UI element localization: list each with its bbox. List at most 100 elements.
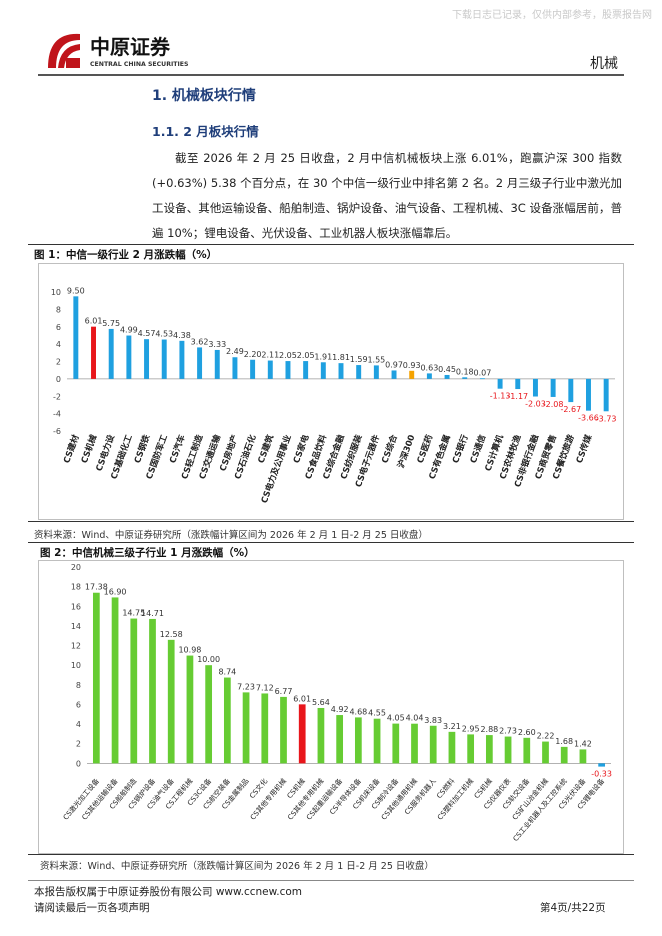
data-label: 1.59 xyxy=(350,355,368,364)
category-label: CS机械 xyxy=(79,433,100,465)
data-label: 3.83 xyxy=(424,716,442,725)
logo-mark-icon: 中原证券 CENTRAL CHINA SECURITIES xyxy=(48,33,188,68)
data-label: 4.53 xyxy=(155,330,173,339)
bar xyxy=(479,378,485,380)
bar xyxy=(373,365,379,379)
category-label: CS综合 xyxy=(379,433,400,465)
data-label: -2.03 xyxy=(525,400,546,409)
bar xyxy=(149,618,156,764)
data-label: 6.01 xyxy=(293,694,311,703)
bar xyxy=(338,363,344,379)
bar xyxy=(485,735,493,764)
bar xyxy=(586,378,591,411)
bar xyxy=(467,734,475,764)
bar xyxy=(515,378,521,390)
bar xyxy=(603,378,609,412)
y-tick-label: 18 xyxy=(71,583,81,592)
category-label: CS医药 xyxy=(415,433,436,465)
bar xyxy=(197,347,203,379)
figure1-top-rule xyxy=(28,244,634,245)
y-tick-label: -4 xyxy=(53,410,61,419)
bar xyxy=(144,339,150,379)
data-label: 1.81 xyxy=(332,353,350,362)
data-label: 4.57 xyxy=(138,329,156,338)
y-tick-label: 12 xyxy=(71,642,81,651)
bar xyxy=(167,639,175,764)
bar xyxy=(298,704,306,764)
data-label: 2.60 xyxy=(518,728,536,737)
data-label: 3.33 xyxy=(208,340,226,349)
data-label: 14.75 xyxy=(122,609,145,618)
footer-disclaimer: 请阅读最后一页各项声明 xyxy=(34,902,150,914)
bar xyxy=(336,715,344,764)
category-label: CS家电 xyxy=(291,433,312,465)
bar xyxy=(91,326,96,379)
data-label: 2.11 xyxy=(261,351,279,360)
data-label: -3.66 xyxy=(578,414,599,423)
company-logo: 中原证券 CENTRAL CHINA SECURITIES xyxy=(44,28,214,72)
data-label: 3.62 xyxy=(191,337,209,346)
data-label: 4.99 xyxy=(120,326,138,335)
data-label: 14.71 xyxy=(141,609,164,618)
figure1-title: 图 1：中信一级行业 2 月涨跌幅（%） xyxy=(34,249,218,261)
section-tag: 机械 xyxy=(590,56,618,72)
data-label: 0.93 xyxy=(403,361,421,370)
data-label: 16.90 xyxy=(104,587,127,596)
data-label: 5.75 xyxy=(102,319,120,328)
data-label: 2.05 xyxy=(297,351,315,360)
data-label: 0.18 xyxy=(456,367,474,376)
bar xyxy=(444,374,450,379)
bar xyxy=(448,731,456,764)
data-label: 12.58 xyxy=(160,630,183,639)
bar xyxy=(392,723,400,764)
footer-page-number: 第4页/共22页 xyxy=(540,902,606,914)
y-tick-label: -2 xyxy=(53,392,61,401)
bar xyxy=(267,360,273,379)
figure2-top-rule xyxy=(28,542,634,543)
data-label: 2.22 xyxy=(537,732,555,741)
data-label: 2.95 xyxy=(462,724,480,733)
data-label: 0.63 xyxy=(420,363,438,372)
category-label: CS建筑 xyxy=(256,433,277,465)
data-label: 4.68 xyxy=(349,707,367,716)
data-label: 0.07 xyxy=(474,368,492,377)
data-label: 1.91 xyxy=(314,352,332,361)
bar xyxy=(317,707,325,764)
bar xyxy=(560,746,568,764)
bar xyxy=(462,377,468,379)
data-label: 4.55 xyxy=(368,709,386,718)
data-label: 6.01 xyxy=(85,317,103,326)
data-label: 6.77 xyxy=(275,687,293,696)
category-label: CS汽车 xyxy=(167,433,188,465)
data-label: 10.00 xyxy=(197,655,220,664)
heading-1: 1. 机械板块行情 xyxy=(152,88,256,104)
y-tick-label: 14 xyxy=(71,622,81,631)
category-label: CS银行 xyxy=(450,433,471,465)
data-label: 2.49 xyxy=(226,347,244,356)
bar xyxy=(354,717,362,764)
data-label: 4.05 xyxy=(387,714,405,723)
bar xyxy=(373,718,381,764)
bar xyxy=(504,736,512,764)
data-label: 1.42 xyxy=(574,739,592,748)
bar xyxy=(356,365,362,379)
bar xyxy=(426,373,432,379)
data-label: -2.08 xyxy=(543,400,564,409)
y-tick-label: 10 xyxy=(51,288,61,297)
y-tick-label: 0 xyxy=(56,375,61,384)
y-tick-label: 16 xyxy=(71,602,81,611)
figure1-chart-box: -6 -4 -2 0 2 4 6 8 10 9.50 CS建材 6.01 CS机械 5.75 CS电力设 4.… xyxy=(38,263,624,520)
bar xyxy=(161,339,167,379)
bar xyxy=(497,378,503,389)
bar xyxy=(232,357,238,379)
bar xyxy=(108,328,114,379)
bar xyxy=(579,749,587,764)
figure1-bottom-rule xyxy=(28,521,634,522)
bar xyxy=(523,737,531,764)
bar xyxy=(411,723,418,764)
data-label: 2.73 xyxy=(499,727,517,736)
y-tick-label: 2 xyxy=(76,740,81,749)
data-label: 2.20 xyxy=(244,350,262,359)
y-tick-label: 4 xyxy=(76,720,81,729)
